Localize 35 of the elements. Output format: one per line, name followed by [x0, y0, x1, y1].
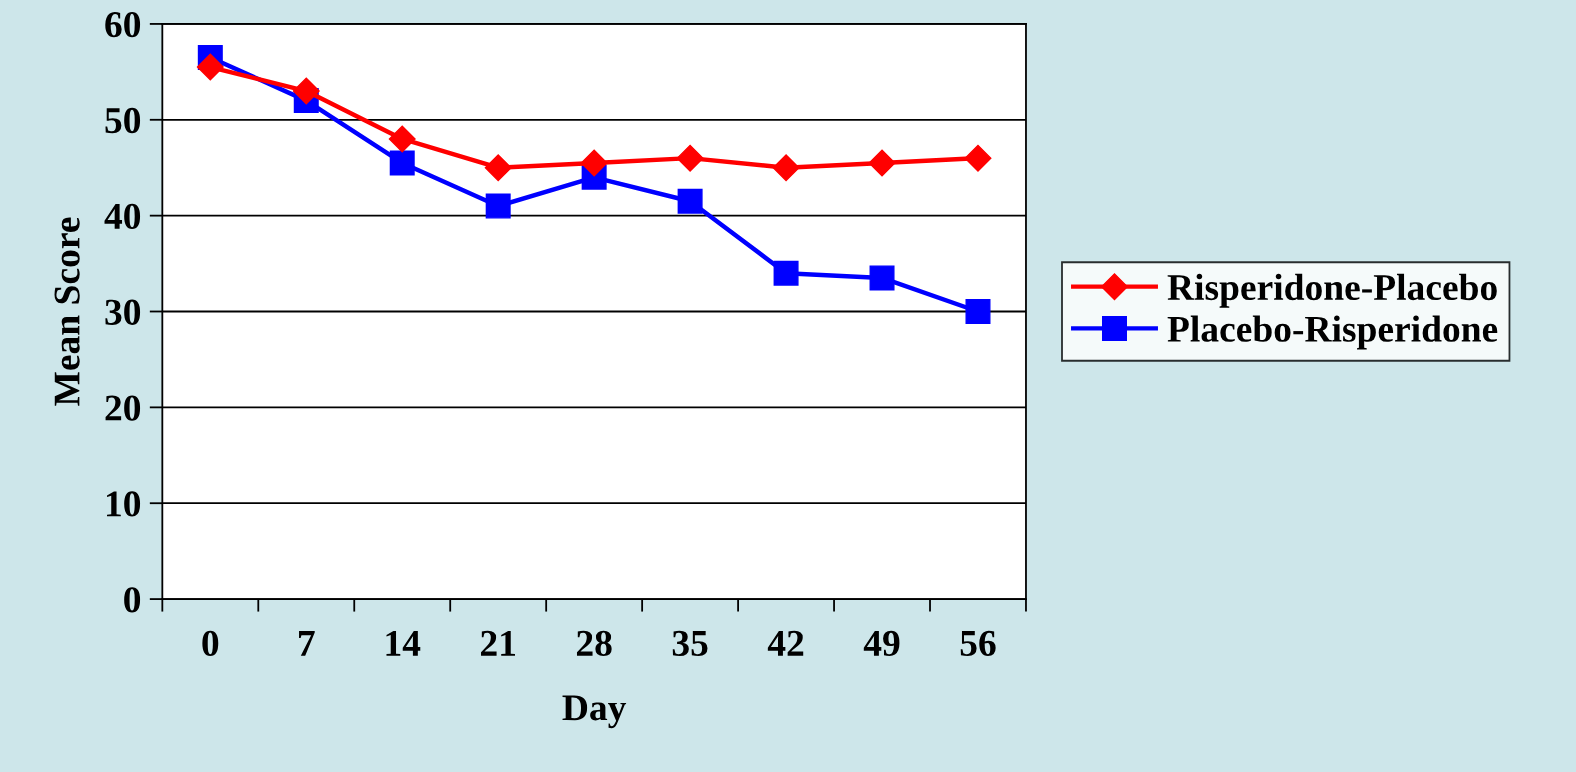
point [484, 154, 512, 182]
point [965, 299, 991, 325]
legend-label: Risperidone-Placebo [1167, 273, 1497, 308]
x-tick-label: 7 [299, 631, 315, 656]
point [868, 149, 896, 177]
point [485, 193, 511, 219]
y-tick-label: 10 [107, 491, 141, 517]
point [388, 125, 416, 153]
x-tick-label: 49 [863, 630, 900, 657]
y-tick-label: 60 [105, 12, 141, 38]
legend-label: Placebo-Risperidone [1167, 315, 1498, 350]
y-tick-label: 50 [105, 107, 141, 134]
point [869, 265, 895, 291]
point [389, 150, 415, 176]
point [292, 77, 320, 105]
y-tick-label: 0 [124, 587, 141, 613]
x-tick-label: 0 [202, 630, 219, 657]
point [773, 260, 799, 286]
x-tick-label: 28 [576, 630, 612, 657]
y-tick-label: 40 [104, 203, 141, 230]
point [772, 154, 800, 182]
y-tick-label: 30 [105, 299, 141, 325]
point [676, 144, 704, 172]
x-tick-label: 56 [960, 630, 996, 657]
point [964, 144, 992, 172]
x-tick-label: 35 [672, 630, 708, 657]
y-axis-title: Mean Score [54, 217, 80, 406]
point [580, 149, 608, 177]
point [677, 188, 703, 214]
x-tick-label: 14 [386, 630, 421, 656]
x-tick-label: 21 [481, 630, 515, 656]
y-tick-label: 20 [105, 395, 141, 421]
point [196, 53, 224, 81]
x-axis-title: Day [562, 695, 627, 729]
x-tick-label: 42 [767, 630, 804, 656]
